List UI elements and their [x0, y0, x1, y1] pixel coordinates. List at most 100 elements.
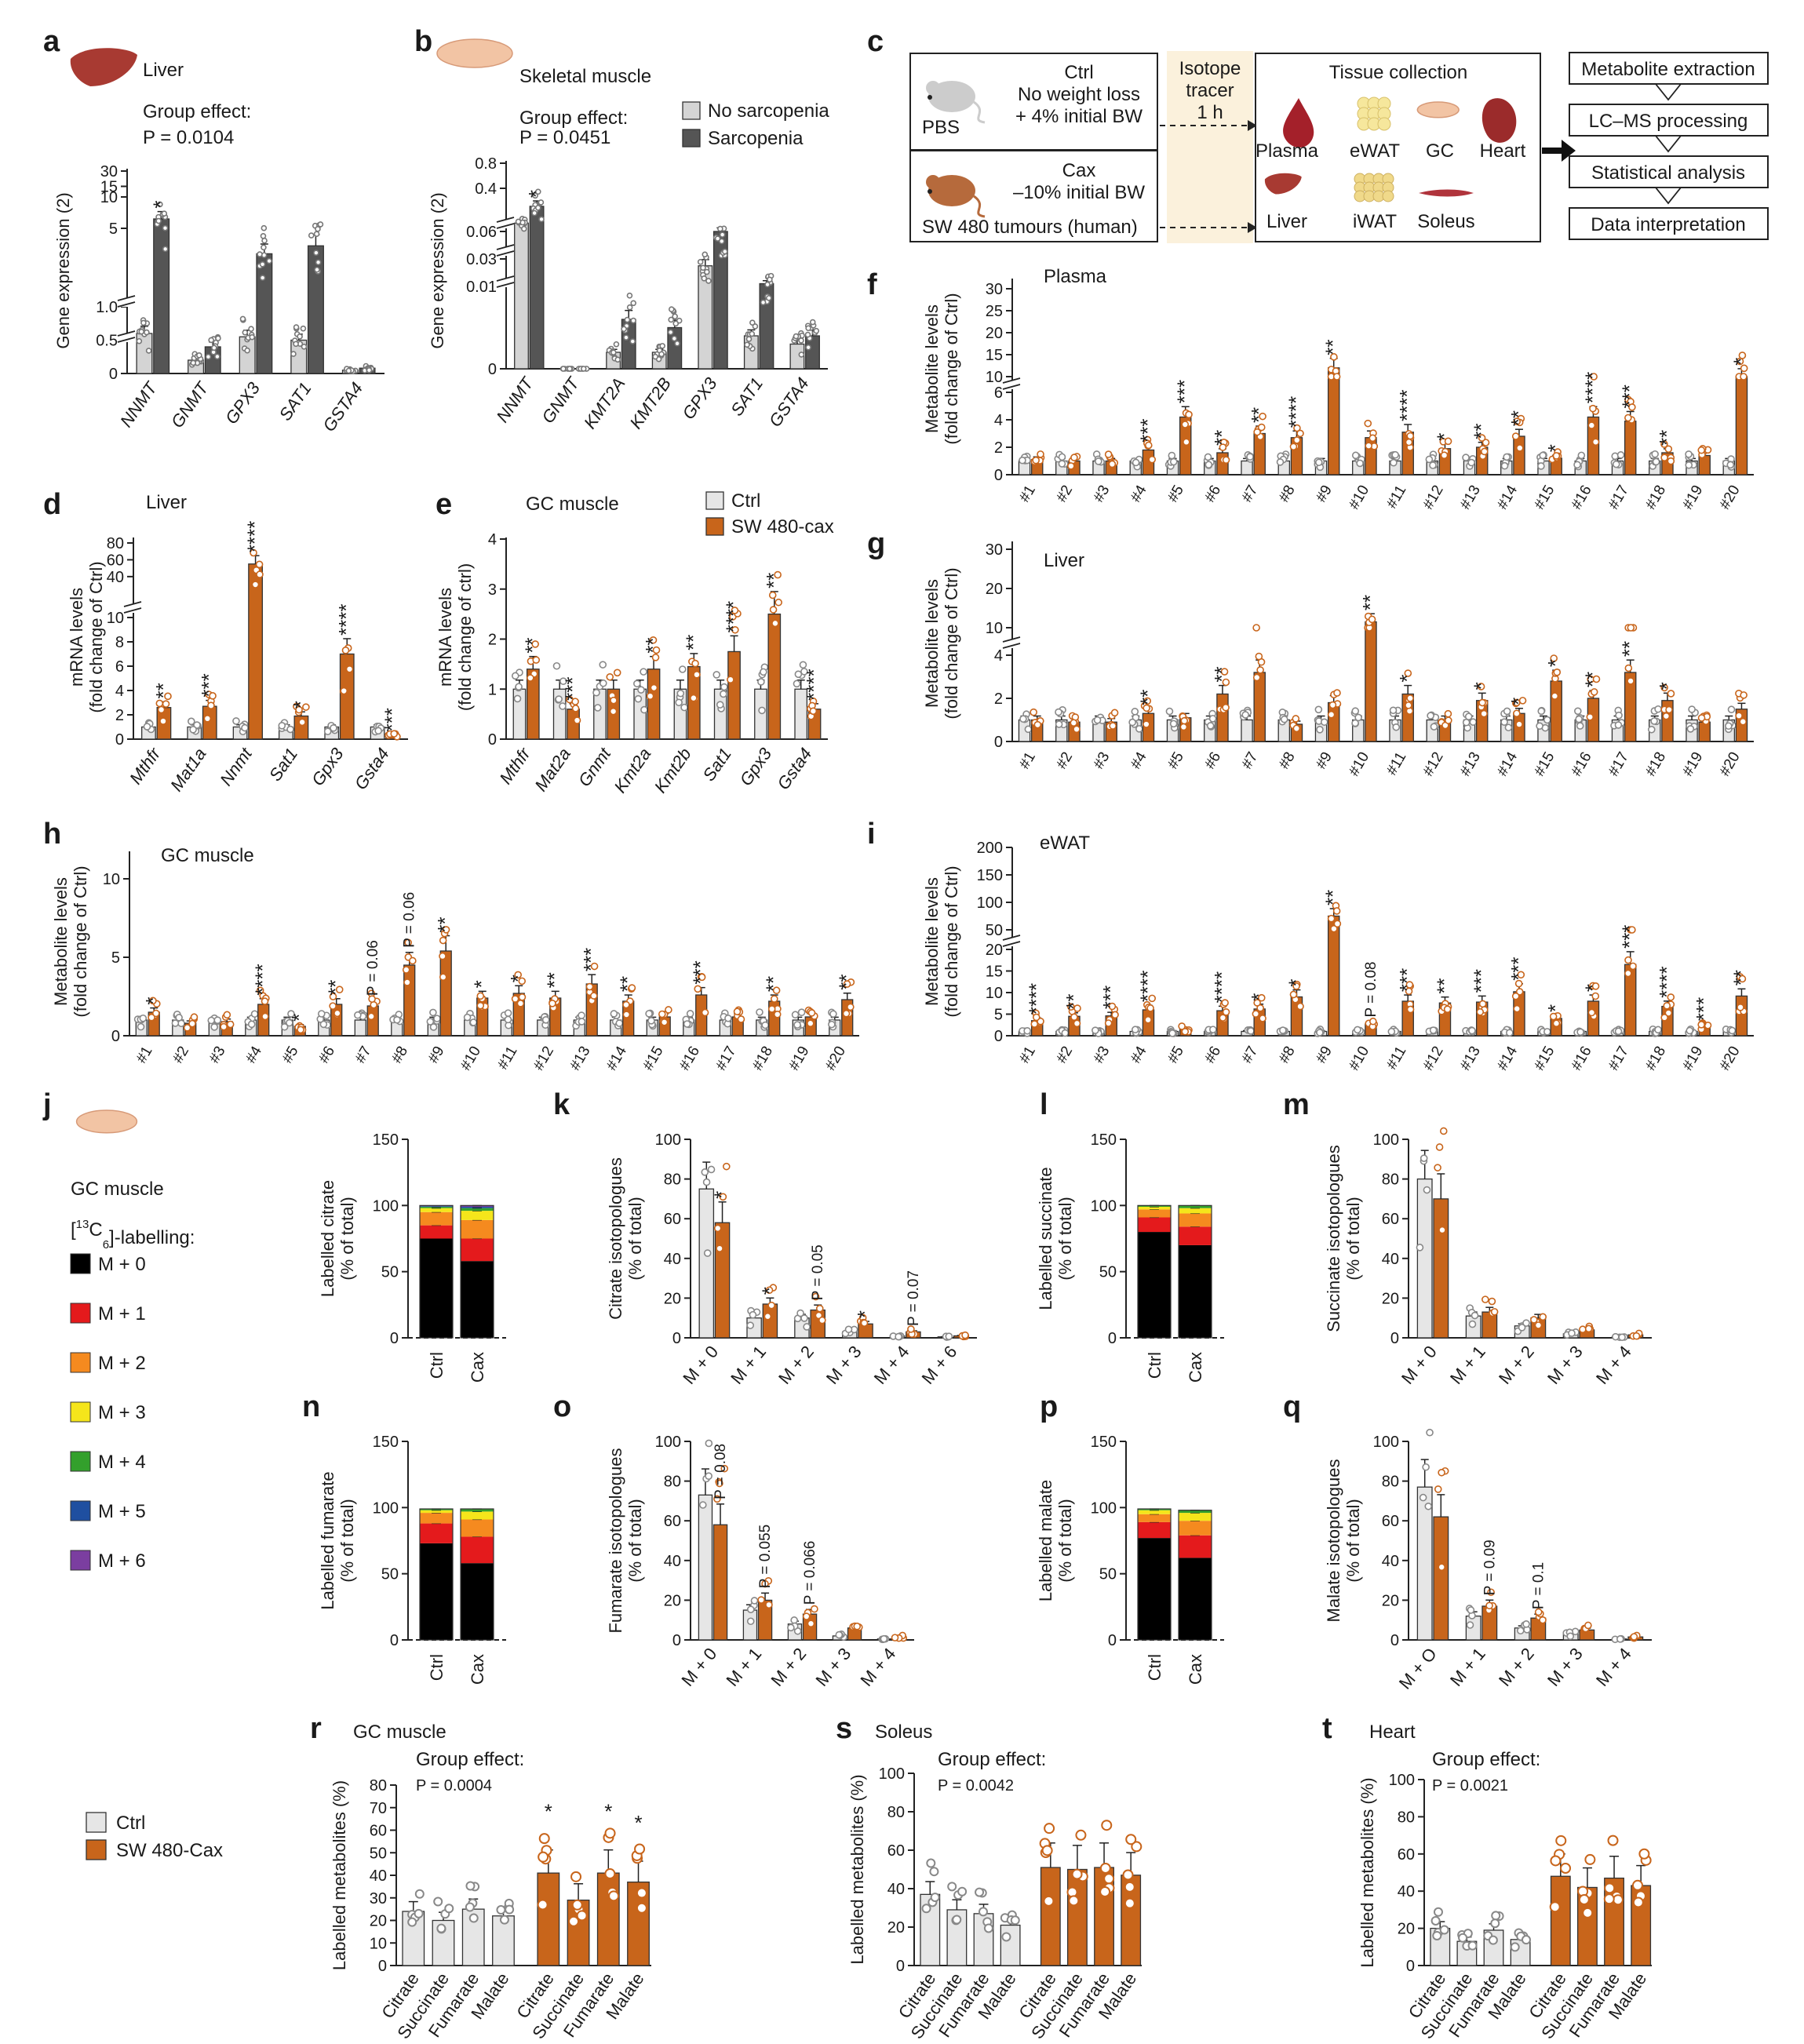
data-point	[1575, 715, 1583, 723]
data-point	[1221, 999, 1229, 1007]
stacked-segment	[1179, 1205, 1212, 1208]
data-point	[1253, 999, 1261, 1007]
data-point	[1124, 1881, 1135, 1893]
data-point	[1430, 1915, 1441, 1926]
data-point	[1697, 714, 1706, 722]
data-point	[847, 1003, 855, 1011]
data-point	[636, 1902, 647, 1914]
data-point	[1477, 683, 1485, 690]
data-point	[1631, 1879, 1643, 1891]
data-point	[518, 977, 527, 986]
data-point	[1208, 715, 1217, 723]
panel-i-y-label-2: (fold change of Ctrl)	[942, 865, 961, 1017]
bar	[714, 1222, 731, 1339]
bar	[1121, 1875, 1142, 1966]
stacked-segment	[461, 1511, 494, 1520]
data-point	[157, 705, 166, 714]
data-point	[323, 727, 332, 735]
category-label: #17	[1605, 483, 1632, 512]
category-label: #20	[822, 1044, 849, 1073]
panel-h-y-tick-label: 10	[103, 871, 120, 888]
data-point	[433, 1896, 443, 1907]
data-point	[961, 1331, 969, 1339]
data-point	[764, 281, 771, 288]
significance-stars: *	[287, 1014, 311, 1022]
data-point	[1624, 969, 1632, 978]
bar	[1327, 915, 1340, 1037]
data-point	[1738, 975, 1747, 983]
data-point	[744, 341, 750, 348]
data-point	[1423, 1186, 1431, 1194]
data-point	[249, 333, 256, 341]
data-point	[773, 1010, 782, 1018]
category-label: #3	[1091, 483, 1113, 505]
heart-icon	[1481, 98, 1517, 143]
step-label: LC–MS processing	[1589, 111, 1748, 132]
data-point	[1001, 1932, 1011, 1942]
panel-p-y-label-2: (% of total)	[1055, 1499, 1075, 1582]
category-label: M + 2	[1495, 1342, 1538, 1388]
panel-label-t: t	[1322, 1712, 1332, 1745]
data-point	[196, 352, 202, 359]
data-point	[1552, 1019, 1561, 1028]
data-point	[1624, 956, 1632, 964]
significance-stars: *	[141, 996, 165, 1004]
data-point	[290, 351, 297, 357]
bar	[1416, 1486, 1433, 1641]
data-point	[256, 570, 264, 578]
data-point	[1279, 1026, 1287, 1034]
panel-j-title: GC muscle	[71, 1179, 164, 1200]
data-point	[188, 717, 195, 726]
data-point	[1552, 452, 1561, 460]
category-label: GNMT	[538, 373, 584, 427]
data-point	[1579, 1325, 1587, 1334]
data-point	[1368, 434, 1377, 443]
category-label: M + 3	[822, 1342, 866, 1388]
data-point	[774, 598, 782, 607]
panel-label-b: b	[414, 25, 432, 58]
data-point	[1543, 716, 1551, 724]
data-point	[560, 366, 567, 372]
significance-stars: ****	[802, 669, 825, 700]
data-point	[140, 319, 147, 326]
data-point	[1252, 673, 1261, 682]
significance-stars: **	[1470, 423, 1493, 439]
data-point	[1316, 1029, 1324, 1037]
data-point	[1665, 705, 1673, 714]
significance-stars: *	[604, 1800, 612, 1824]
data-point	[1101, 1820, 1113, 1831]
data-point	[672, 320, 680, 327]
bar	[1216, 452, 1229, 475]
data-point	[707, 1165, 716, 1174]
panel-b-y-tick-label: 0.4	[475, 180, 497, 198]
data-point	[746, 1321, 755, 1329]
data-point	[733, 1007, 742, 1016]
arrow-right-icon	[1248, 120, 1257, 131]
data-point	[945, 1332, 953, 1340]
data-point	[716, 1244, 723, 1252]
panel-f-y-tick-label: 4	[994, 412, 1003, 429]
panel-i-y-tick-label: 20	[986, 942, 1003, 959]
panel-n-y-label: Labelled fumarate	[318, 1471, 337, 1609]
stacked-segment	[420, 1238, 453, 1338]
data-point	[610, 1010, 618, 1018]
data-point	[1468, 1320, 1477, 1328]
data-point	[1630, 1633, 1638, 1641]
panel-label-e: e	[436, 488, 452, 521]
data-point	[621, 326, 627, 333]
data-point	[712, 671, 721, 679]
data-point	[1220, 668, 1229, 676]
panel-p-y-tick-label: 50	[1099, 1566, 1117, 1583]
data-point	[623, 334, 629, 341]
data-point	[1438, 1226, 1446, 1234]
panel-s-p-value: P = 0.0042	[938, 1777, 1014, 1794]
data-point	[1435, 1143, 1444, 1151]
panel-a-y-tick-label: 10	[100, 189, 118, 206]
data-point	[975, 1887, 985, 1897]
data-point	[764, 1312, 772, 1321]
category-label: M + 3	[1543, 1644, 1587, 1690]
arrow-right-icon	[1542, 140, 1576, 162]
data-point	[891, 1634, 899, 1641]
data-point	[613, 669, 621, 677]
data-point	[1660, 440, 1668, 448]
